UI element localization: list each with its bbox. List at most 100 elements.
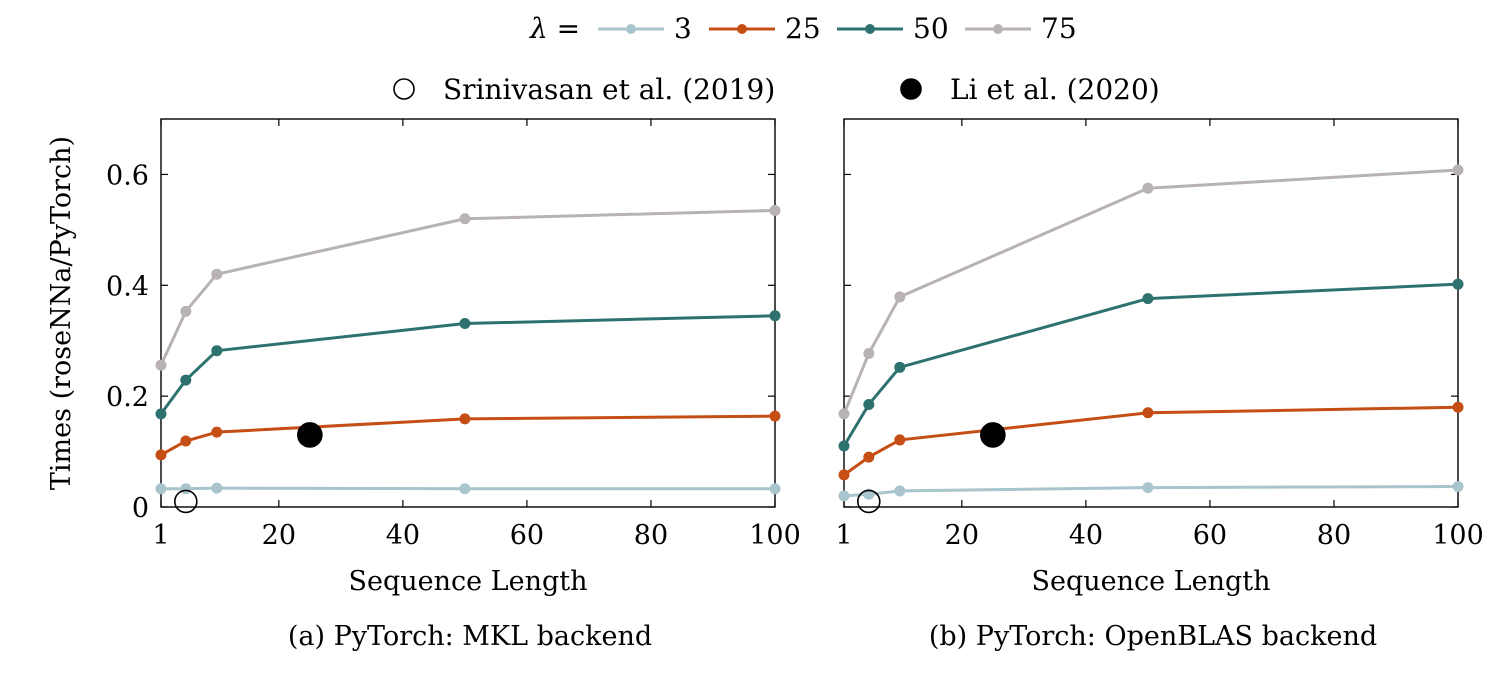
y-tick-label: 0.2 [106,382,149,413]
data-point-25 [459,413,471,425]
data-point-25 [894,434,906,446]
x-axis-label: Sequence Length [1031,566,1270,597]
data-point-75 [769,204,781,216]
x-tick-label: 100 [1432,520,1484,551]
legend-label-50: 50 [913,12,949,45]
legend-reference-marker-2 [900,78,922,100]
data-point-25 [769,410,781,422]
series-3 [155,482,781,495]
legend-entry-25: 25 [709,12,821,45]
x-tick-label: 60 [1193,520,1227,551]
x-axis-label: Sequence Length [348,566,587,597]
series-line-75 [159,208,776,366]
reference-marker-2 [980,422,1006,448]
data-point-75 [1142,182,1154,194]
data-point-75 [155,359,167,371]
y-tick-label: 0 [132,493,149,524]
legend-label-3: 3 [674,12,692,45]
panel-b: 1 20 40 60 80 100 Sequence Length (b) PyTorch: … [835,118,1484,652]
data-point-3 [1142,482,1154,494]
series-25 [838,401,1464,481]
y-tick-label: 0.6 [106,160,149,191]
y-axis-label: Times (roseNNa/PyTorch) [46,136,77,490]
series-50 [838,278,1464,452]
data-point-50 [1452,278,1464,290]
plot-frame [843,118,1459,508]
data-point-3 [838,490,850,502]
x-tick-label: 40 [1069,520,1103,551]
legend-reference-label-2: Li et al. (2020) [950,73,1160,106]
legend-reference-2: Li et al. (2020) [900,73,1160,106]
legend-marker-75 [993,24,1003,34]
data-point-50 [180,374,192,386]
data-point-25 [1452,401,1464,413]
data-point-3 [155,483,167,495]
data-point-25 [180,435,192,447]
series-line-50 [842,282,1459,447]
data-point-75 [180,305,192,317]
x-tick-label: 1 [835,520,852,551]
x-tick-label: 20 [262,520,296,551]
data-point-3 [211,482,223,494]
x-tick-label: 60 [510,520,544,551]
series-75 [155,204,781,371]
data-point-75 [894,291,906,303]
data-point-3 [894,485,906,497]
data-point-75 [211,268,223,280]
data-point-3 [1452,480,1464,492]
data-point-25 [863,451,875,463]
data-point-25 [155,449,167,461]
panel-caption: (a) PyTorch: MKL backend [288,621,652,652]
legend-label-25: 25 [785,12,821,45]
data-point-25 [211,426,223,438]
legend-label-75: 75 [1041,12,1077,45]
data-point-50 [894,361,906,373]
legend: λ = 3 25 50 75 Srinivasan et al. (2019) Li e… [393,12,1160,106]
data-point-75 [459,213,471,225]
legend-marker-50 [865,24,875,34]
series-50 [155,310,781,420]
legend-marker-3 [626,24,636,34]
series-3 [838,480,1464,502]
y-tick-label: 0.4 [106,271,149,302]
data-point-50 [838,440,850,452]
data-point-50 [459,318,471,330]
data-point-75 [838,408,850,420]
series-line-25 [843,405,1459,477]
x-tick-label: 1 [152,520,169,551]
reference-marker-1 [857,489,881,514]
reference-marker-2 [297,422,323,448]
legend-reference-1: Srinivasan et al. (2019) [393,73,775,106]
plot-frame [160,118,776,508]
legend-lambda-label: λ = [529,12,580,45]
data-point-3 [769,483,781,495]
series-25 [155,410,781,461]
x-tick-label: 100 [749,520,801,551]
x-tick-label: 80 [634,520,668,551]
legend-reference-label-1: Srinivasan et al. (2019) [443,73,775,106]
series-line-75 [842,168,1459,415]
legend-references: Srinivasan et al. (2019) Li et al. (2020) [393,73,1160,106]
data-point-50 [211,345,223,357]
panel-a: 1 20 40 60 80 100 0 0.2 0.4 0.6 Sequence Length Tim… [46,118,801,652]
data-point-3 [459,483,471,495]
reference-marker-1 [174,489,198,514]
x-tick-label: 20 [945,520,979,551]
legend-entry-50: 50 [837,12,949,45]
data-point-50 [863,398,875,410]
series-75 [838,164,1464,420]
panel-caption: (b) PyTorch: OpenBLAS backend [929,621,1377,652]
data-point-25 [1142,407,1154,419]
x-tick-label: 40 [386,520,420,551]
legend-reference-marker-1 [393,78,415,100]
panels: 1 20 40 60 80 100 0 0.2 0.4 0.6 Sequence Length Tim… [46,118,1484,652]
data-point-50 [1142,293,1154,305]
data-point-3 [180,483,192,495]
data-point-50 [769,310,781,322]
data-point-75 [863,347,875,359]
data-point-25 [838,469,850,481]
legend-entry-75: 75 [965,12,1077,45]
legend-entry-3: 3 [598,12,692,45]
data-point-50 [155,408,167,420]
